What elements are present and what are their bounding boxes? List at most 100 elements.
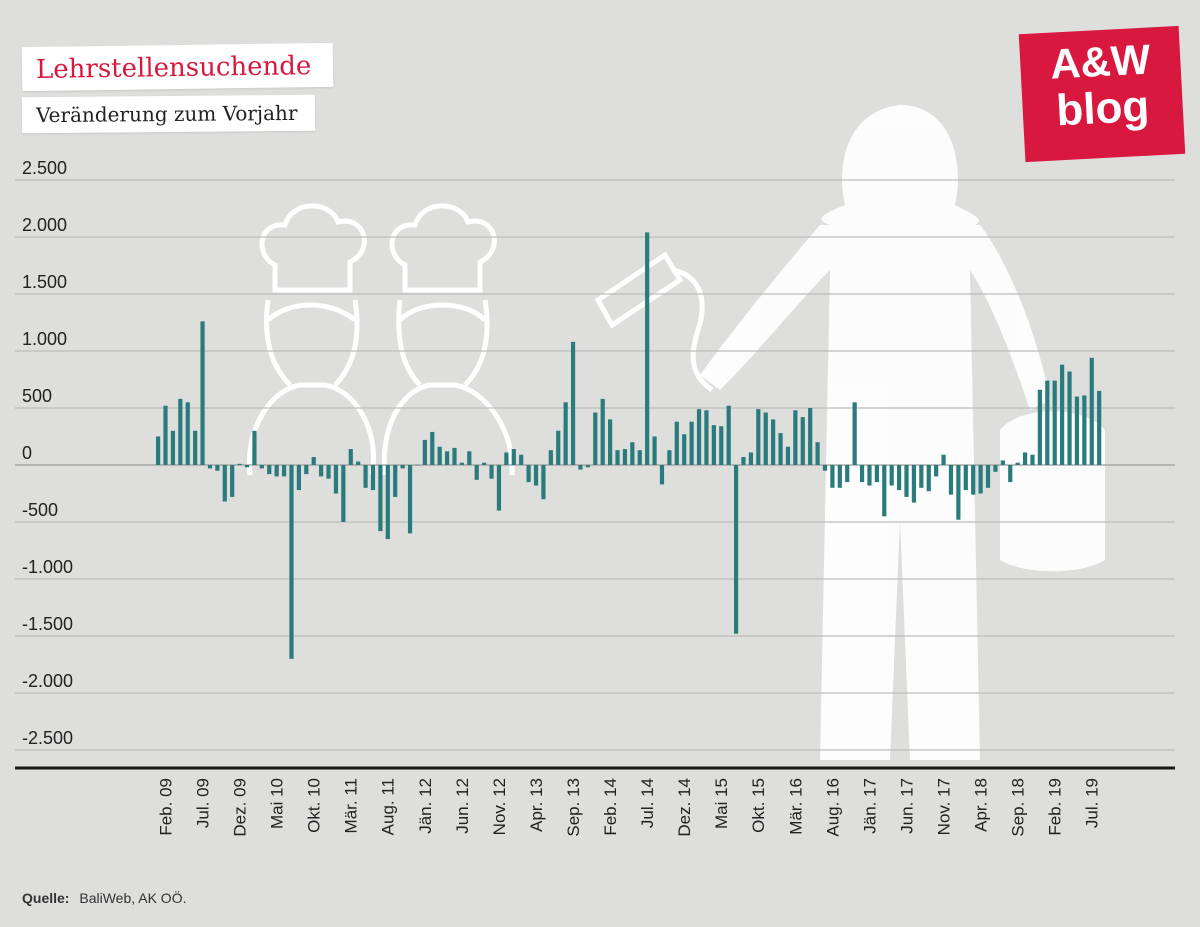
bar — [993, 465, 998, 472]
bar — [1097, 390, 1102, 465]
bar — [711, 425, 716, 465]
y-tick-label: -1.000 — [22, 557, 73, 577]
x-tick-label: Jul. 19 — [1083, 778, 1102, 828]
bar — [252, 430, 257, 465]
bar — [630, 442, 635, 465]
bar — [222, 465, 227, 502]
bar — [304, 465, 309, 475]
bar — [556, 430, 561, 465]
bar — [1022, 452, 1028, 465]
bar — [785, 446, 791, 465]
bar — [393, 465, 398, 497]
bar — [407, 465, 413, 534]
x-tick-label: Feb. 19 — [1046, 778, 1065, 836]
x-tick-label: Mär. 11 — [342, 778, 361, 833]
bar — [444, 451, 450, 465]
bar — [719, 426, 724, 465]
x-tick-label: Nov. 12 — [490, 778, 509, 835]
bar — [941, 454, 946, 465]
x-tick-label: Jän. 17 — [860, 778, 879, 834]
bar — [496, 465, 502, 511]
bar — [259, 465, 264, 469]
x-tick-label: Okt. 15 — [749, 778, 768, 833]
bar — [778, 433, 783, 465]
y-tick-label: 2.500 — [22, 158, 67, 178]
bar — [793, 410, 798, 465]
x-tick-label: Aug. 11 — [379, 778, 398, 835]
bar — [726, 405, 731, 465]
bar — [837, 465, 842, 488]
bar — [600, 398, 605, 465]
bar — [526, 465, 531, 483]
bar — [348, 449, 353, 465]
bar — [422, 439, 427, 465]
x-tick-label: Jän. 12 — [416, 778, 435, 834]
source-note: Quelle: BaliWeb, AK OÖ. — [22, 890, 186, 906]
x-tick-label: Apr. 18 — [972, 778, 991, 832]
bar — [808, 408, 813, 465]
bar — [289, 465, 294, 659]
x-axis-ticks: Feb. 09 Jul. 09 Dez. 09 Mai 10 Okt. 10 Mär. 1… — [156, 778, 1101, 837]
chart-bars — [156, 232, 1102, 659]
bar — [756, 409, 761, 465]
bar — [948, 465, 954, 495]
x-tick-label: Jul. 09 — [193, 778, 212, 828]
y-tick-label: -500 — [22, 500, 58, 520]
bar — [519, 454, 524, 465]
y-tick-label: 1.000 — [22, 329, 67, 349]
bar — [437, 446, 442, 465]
bar — [230, 465, 235, 497]
bar — [652, 436, 657, 465]
bar — [845, 465, 850, 483]
chart-grid — [15, 179, 1175, 751]
bar — [882, 465, 887, 517]
bar — [326, 465, 331, 479]
bar — [637, 450, 642, 465]
x-tick-label: Sep. 13 — [564, 778, 583, 837]
bar — [889, 465, 894, 486]
bar — [370, 465, 376, 491]
x-tick-label: Dez. 14 — [675, 778, 694, 837]
chef-head-2-icon — [396, 299, 490, 387]
bar — [482, 462, 487, 465]
bar — [978, 465, 983, 494]
bar — [1000, 460, 1005, 465]
bar — [178, 398, 183, 465]
bar — [274, 465, 279, 477]
bar — [533, 465, 539, 486]
bar — [281, 465, 287, 477]
bar — [570, 341, 576, 465]
bar — [897, 465, 902, 491]
bar — [193, 430, 198, 465]
bar — [593, 412, 598, 465]
bar — [867, 465, 872, 486]
source-text: BaliWeb, AK OÖ. — [79, 890, 187, 906]
bar — [608, 419, 613, 465]
x-tick-label: Mai 15 — [712, 778, 731, 829]
bar — [311, 457, 316, 465]
bar — [163, 405, 168, 465]
bar — [674, 421, 679, 465]
bar — [800, 417, 805, 465]
bar — [926, 465, 931, 492]
bar — [1037, 389, 1042, 465]
bar — [748, 452, 753, 465]
x-tick-label: Mai 10 — [268, 778, 287, 829]
bar — [704, 410, 709, 465]
bar — [741, 457, 746, 465]
chef-head-1-icon — [264, 299, 360, 387]
bar — [830, 465, 835, 488]
y-tick-label: 1.500 — [22, 272, 67, 292]
bar — [541, 465, 546, 500]
bar — [733, 465, 739, 634]
bar — [548, 450, 553, 465]
chef-body-2-icon — [381, 382, 515, 476]
bar — [489, 465, 494, 479]
bar — [563, 402, 568, 465]
bar — [919, 465, 924, 488]
bar — [207, 465, 213, 469]
x-tick-label: Aug. 16 — [823, 778, 842, 837]
paint-roller-icon — [594, 251, 714, 393]
bar — [1060, 364, 1065, 465]
